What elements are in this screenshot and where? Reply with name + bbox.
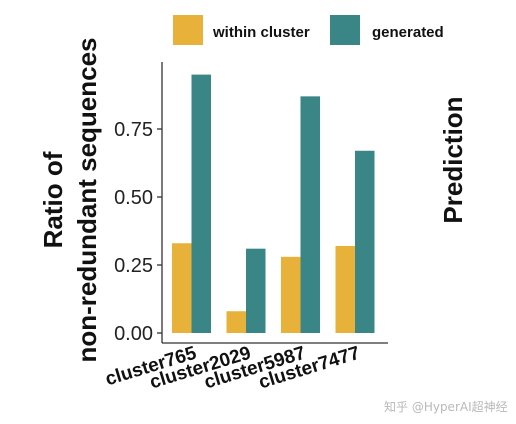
bar-generated-cluster7477 bbox=[355, 150, 375, 333]
bar-within-cluster-cluster7477 bbox=[335, 245, 355, 333]
y-tick-label: 0.00 bbox=[114, 323, 153, 345]
legend-label-generated: generated bbox=[372, 24, 444, 41]
y-axis-title-line-1: Ratio of bbox=[38, 151, 68, 248]
y-axis-title-line-2: non-redundant sequences bbox=[72, 37, 102, 362]
bar-generated-cluster5987 bbox=[300, 96, 320, 333]
y-tick-label: 0.25 bbox=[114, 255, 153, 277]
y-tick-label: 0.75 bbox=[114, 119, 153, 141]
bar-within-cluster-cluster765 bbox=[172, 243, 192, 333]
bar-generated-cluster2029 bbox=[246, 248, 266, 333]
bar-within-cluster-cluster5987 bbox=[281, 256, 301, 333]
bar-generated-cluster765 bbox=[191, 74, 211, 333]
x-axis-category-labels: cluster765cluster2029cluster5987cluster7… bbox=[103, 343, 363, 394]
legend-swatch-within-cluster bbox=[173, 15, 203, 45]
legend: within cluster generated bbox=[173, 15, 444, 45]
y-tick-label: 0.50 bbox=[114, 187, 153, 209]
watermark: 知乎 @HyperAI超神经 bbox=[384, 400, 508, 414]
y-axis-ticks: 0.00 0.25 0.50 0.75 bbox=[114, 119, 162, 345]
legend-swatch-generated bbox=[330, 15, 360, 45]
neighbor-panel-title: Prediction bbox=[438, 96, 468, 223]
x-tick-label: cluster7477 bbox=[256, 343, 362, 394]
bars bbox=[172, 74, 375, 333]
legend-label-within-cluster: within cluster bbox=[212, 24, 310, 41]
bar-within-cluster-cluster2029 bbox=[226, 311, 246, 333]
